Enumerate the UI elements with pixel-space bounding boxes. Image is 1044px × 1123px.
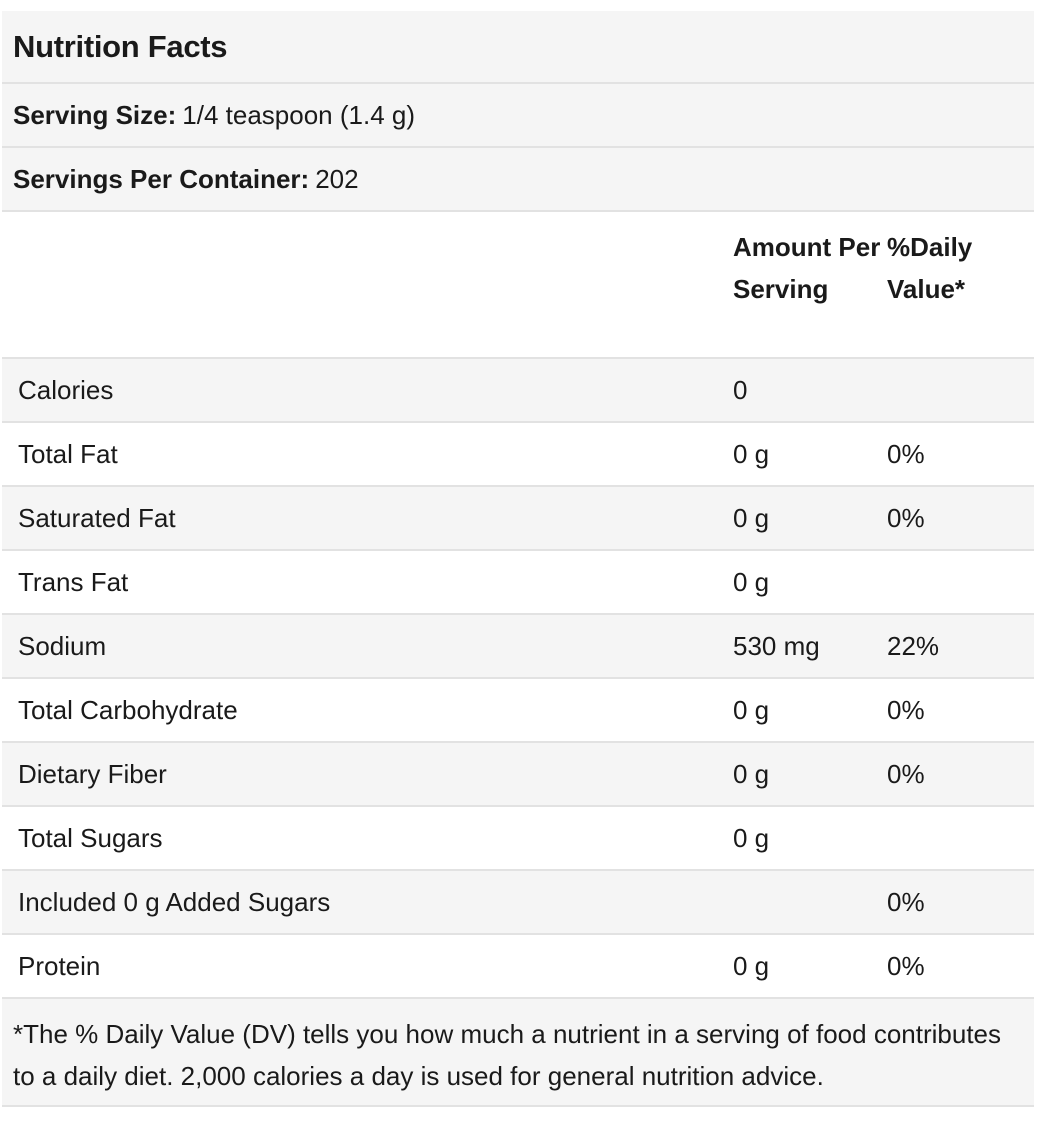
table-row: Calories 0 bbox=[2, 358, 1034, 423]
servings-per-container-label: Servings Per Container: bbox=[13, 163, 310, 194]
table-row: Total Fat 0 g 0% bbox=[2, 422, 1034, 487]
nutrient-table: Amount Per Serving %Daily Value* Calorie… bbox=[2, 212, 1034, 999]
nutrient-name: Saturated Fat bbox=[2, 486, 733, 551]
nutrient-name: Trans Fat bbox=[2, 550, 733, 615]
nutrient-daily-value: 0% bbox=[887, 870, 1034, 935]
nutrient-amount: 0 g bbox=[733, 422, 887, 487]
serving-size-value: 1/4 teaspoon (1.4 g) bbox=[182, 99, 415, 130]
nutrient-amount: 0 g bbox=[733, 486, 887, 551]
nutrient-amount: 0 g bbox=[733, 550, 887, 615]
nutrient-amount bbox=[733, 870, 887, 935]
nutrient-name: Total Fat bbox=[2, 422, 733, 487]
nutrient-name: Sodium bbox=[2, 614, 733, 679]
table-row: Protein 0 g 0% bbox=[2, 934, 1034, 999]
nutrient-amount: 0 bbox=[733, 358, 887, 423]
servings-per-container-value: 202 bbox=[315, 163, 359, 194]
nutrient-name: Protein bbox=[2, 934, 733, 999]
nutrient-name: Total Carbohydrate bbox=[2, 678, 733, 743]
table-row: Total Sugars 0 g bbox=[2, 806, 1034, 871]
nutrient-daily-value bbox=[887, 358, 1034, 423]
table-row: Trans Fat 0 g bbox=[2, 550, 1034, 615]
nutrient-name: Total Sugars bbox=[2, 806, 733, 871]
nutrient-name: Calories bbox=[2, 358, 733, 423]
nutrient-daily-value: 0% bbox=[887, 422, 1034, 487]
nutrient-daily-value: 0% bbox=[887, 742, 1034, 807]
title-bar: Nutrition Facts bbox=[2, 11, 1034, 84]
table-row: Sodium 530 mg 22% bbox=[2, 614, 1034, 679]
table-row: Dietary Fiber 0 g 0% bbox=[2, 742, 1034, 807]
serving-size-row: Serving Size: 1/4 teaspoon (1.4 g) bbox=[2, 84, 1034, 148]
nutrient-daily-value bbox=[887, 806, 1034, 871]
nutrient-daily-value: 0% bbox=[887, 934, 1034, 999]
nutrient-name: Included 0 g Added Sugars bbox=[2, 870, 733, 935]
table-row: Included 0 g Added Sugars 0% bbox=[2, 870, 1034, 935]
table-row: Total Carbohydrate 0 g 0% bbox=[2, 678, 1034, 743]
nutrient-amount: 0 g bbox=[733, 678, 887, 743]
table-row: Saturated Fat 0 g 0% bbox=[2, 486, 1034, 551]
nutrient-daily-value bbox=[887, 550, 1034, 615]
nutrient-daily-value: 0% bbox=[887, 678, 1034, 743]
nutrient-amount: 530 mg bbox=[733, 614, 887, 679]
nutrient-name: Dietary Fiber bbox=[2, 742, 733, 807]
nutrient-amount: 0 g bbox=[733, 806, 887, 871]
amount-column-header: Amount Per Serving bbox=[733, 212, 887, 359]
nutrient-amount: 0 g bbox=[733, 934, 887, 999]
nutrient-column-header bbox=[2, 212, 733, 359]
nutrient-daily-value: 22% bbox=[887, 614, 1034, 679]
servings-per-container-row: Servings Per Container: 202 bbox=[2, 148, 1034, 212]
daily-value-footnote: *The % Daily Value (DV) tells you how mu… bbox=[2, 999, 1034, 1107]
nutrient-daily-value: 0% bbox=[887, 486, 1034, 551]
nutrient-amount: 0 g bbox=[733, 742, 887, 807]
daily-value-column-header: %Daily Value* bbox=[887, 212, 1034, 359]
page-title: Nutrition Facts bbox=[13, 28, 228, 64]
nutrition-facts-panel: Nutrition Facts Serving Size: 1/4 teaspo… bbox=[2, 11, 1034, 1107]
serving-size-label: Serving Size: bbox=[13, 99, 177, 130]
table-header-row: Amount Per Serving %Daily Value* bbox=[2, 212, 1034, 359]
